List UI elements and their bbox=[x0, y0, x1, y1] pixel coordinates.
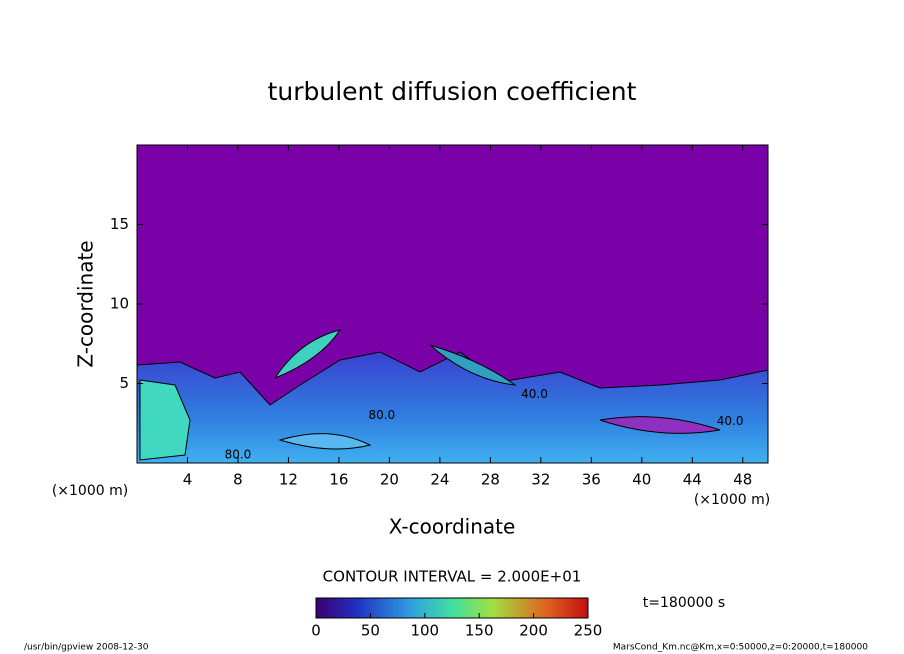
x-tick-label: 24 bbox=[430, 471, 449, 489]
field-region bbox=[273, 329, 342, 380]
contour-label: 80.0 bbox=[368, 408, 395, 422]
contour-label: 40.0 bbox=[521, 387, 548, 401]
colorbar-tick-label: 250 bbox=[574, 622, 603, 640]
x-unit: (×1000 m) bbox=[52, 483, 128, 499]
x-tick-label: 36 bbox=[582, 471, 601, 489]
contour-label: 40.0 bbox=[717, 414, 744, 428]
x-tick-label: 44 bbox=[683, 471, 702, 489]
footer: MarsCond_Km.nc@Km,x=0:50000,z=0:20000,t=… bbox=[613, 643, 868, 653]
x-unit: (×1000 m) bbox=[694, 492, 770, 508]
x-tick-label: 28 bbox=[481, 471, 500, 489]
x-tick-label: 12 bbox=[279, 471, 298, 489]
x-tick-label: 40 bbox=[632, 471, 651, 489]
x-tick-label: 16 bbox=[329, 471, 348, 489]
colorbar bbox=[315, 597, 589, 619]
footer: /usr/bin/gpview 2008-12-30 bbox=[24, 643, 149, 653]
chart-title: turbulent diffusion coefficient bbox=[268, 77, 637, 106]
y-tick-label: 5 bbox=[119, 374, 129, 392]
field-region bbox=[278, 433, 372, 450]
y-tick-label: 10 bbox=[110, 295, 129, 313]
colorbar-tick-label: 50 bbox=[361, 622, 380, 640]
colorbar-tick-label: 200 bbox=[519, 622, 548, 640]
x-tick-label: 32 bbox=[531, 471, 550, 489]
field-region bbox=[139, 379, 191, 461]
x-tick-label: 4 bbox=[183, 471, 193, 489]
contour-label: 80.0 bbox=[225, 448, 252, 462]
colorbar-tick-label: 150 bbox=[465, 622, 494, 640]
x-tick-label: 8 bbox=[233, 471, 243, 489]
x-tick-label: 20 bbox=[380, 471, 399, 489]
time-label: t=180000 s bbox=[643, 595, 725, 611]
x-tick-label: 48 bbox=[733, 471, 752, 489]
colorbar-tick-label: 0 bbox=[311, 622, 321, 640]
field bbox=[136, 145, 769, 464]
field-region bbox=[429, 344, 517, 386]
x-axis-label: X-coordinate bbox=[389, 515, 516, 539]
colorbar-tick-label: 100 bbox=[410, 622, 439, 640]
contour-interval: CONTOUR INTERVAL = 2.000E+01 bbox=[323, 568, 582, 586]
field-region bbox=[599, 416, 721, 434]
y-tick-label: 15 bbox=[110, 215, 129, 233]
y-axis-label: Z-coordinate bbox=[74, 240, 98, 367]
